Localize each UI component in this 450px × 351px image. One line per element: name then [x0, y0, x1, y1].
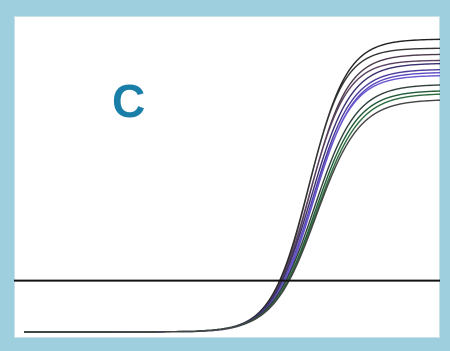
series-line-4	[24, 59, 440, 333]
panel-label: C	[112, 75, 146, 127]
series-line-6	[24, 68, 440, 333]
series-line-1	[24, 38, 440, 333]
series-line-9	[24, 84, 440, 333]
plot-area: C	[14, 16, 440, 338]
series-line-2	[24, 47, 440, 333]
series-line-8	[24, 75, 440, 333]
series-line-12	[24, 99, 440, 333]
series-line-11	[24, 93, 440, 333]
series-group	[24, 38, 440, 333]
amplification-chart	[14, 38, 440, 333]
series-line-5	[24, 62, 440, 333]
series-line-10	[24, 90, 440, 333]
